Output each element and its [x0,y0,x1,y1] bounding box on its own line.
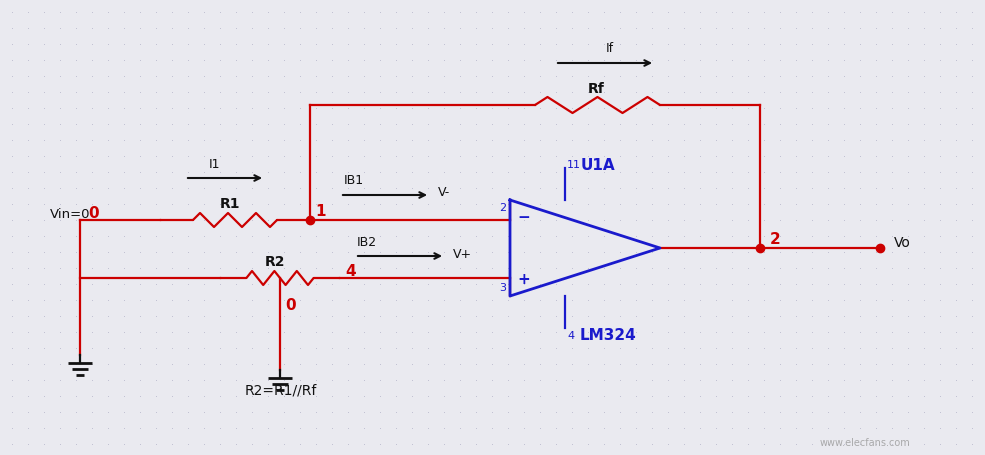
Text: I1: I1 [209,157,221,171]
Text: If: If [606,42,614,56]
Text: R2=R1//Rf: R2=R1//Rf [245,383,317,397]
Text: 2: 2 [498,203,506,213]
Text: U1A: U1A [581,157,616,172]
Text: 0: 0 [285,298,296,313]
Text: +: + [518,272,530,287]
Text: LM324: LM324 [580,329,636,344]
Text: −: − [518,209,530,224]
Text: 3: 3 [499,283,506,293]
Text: V-: V- [438,187,450,199]
Text: IB2: IB2 [357,236,377,248]
Text: www.elecfans.com: www.elecfans.com [820,438,911,448]
Text: 1: 1 [315,204,325,219]
Text: 11: 11 [567,160,581,170]
Text: IB1: IB1 [344,175,364,187]
Text: 4: 4 [567,331,574,341]
Text: Vin=0: Vin=0 [50,208,91,222]
Text: 0: 0 [88,207,98,222]
Text: Vo: Vo [894,236,911,250]
Text: Rf: Rf [587,82,604,96]
Text: R2: R2 [265,255,286,269]
Text: 2: 2 [770,233,781,248]
Text: 4: 4 [345,264,356,279]
Text: R1: R1 [220,197,240,211]
Text: V+: V+ [453,248,472,261]
